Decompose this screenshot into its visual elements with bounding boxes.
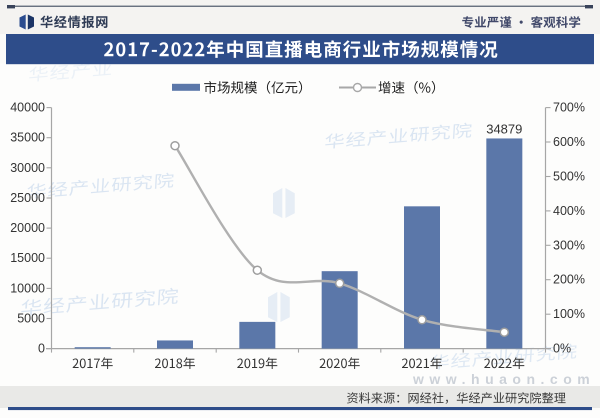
svg-text:25000: 25000	[10, 191, 45, 205]
svg-text:500%: 500%	[553, 170, 585, 184]
svg-text:300%: 300%	[553, 238, 585, 252]
svg-text:0: 0	[38, 342, 45, 356]
svg-text:40000: 40000	[10, 101, 45, 115]
svg-text:100%: 100%	[553, 307, 585, 321]
svg-text:20000: 20000	[10, 221, 45, 235]
svg-text:30000: 30000	[10, 161, 45, 175]
svg-text:600%: 600%	[553, 135, 585, 149]
svg-text:0%: 0%	[553, 342, 571, 356]
svg-text:10000: 10000	[10, 281, 45, 295]
svg-text:34879: 34879	[486, 122, 522, 137]
svg-text:www.huaon.com: www.huaon.com	[412, 371, 595, 387]
svg-text:35000: 35000	[10, 131, 45, 145]
svg-text:700%: 700%	[553, 101, 585, 115]
svg-text:200%: 200%	[553, 273, 585, 287]
svg-text:400%: 400%	[553, 204, 585, 218]
svg-text:15000: 15000	[10, 251, 45, 265]
svg-text:5000: 5000	[17, 312, 45, 326]
